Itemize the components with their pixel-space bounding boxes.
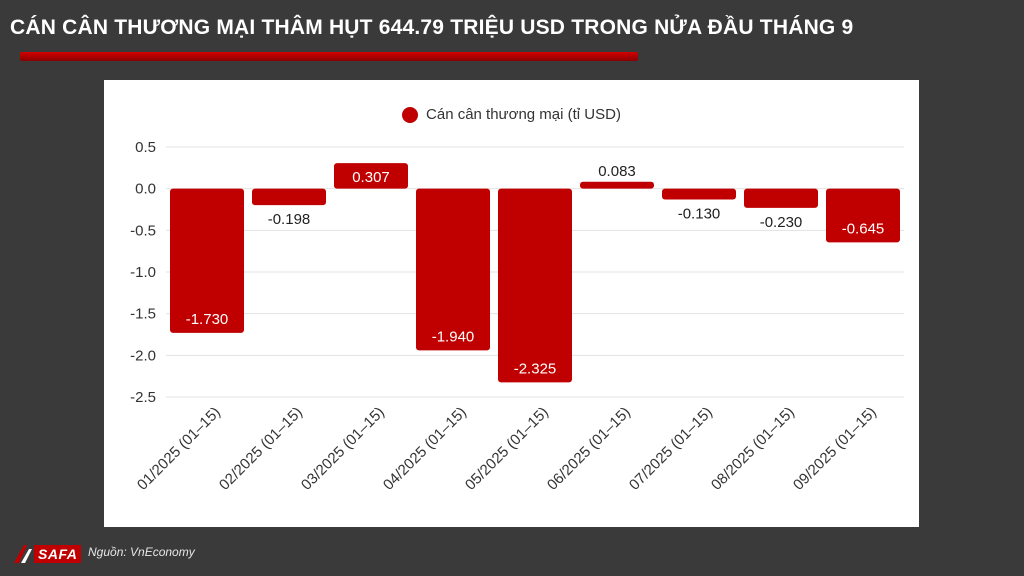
source-note: Nguồn: VnEconomy	[88, 545, 195, 559]
x-tick-label: 02/2025 (01–15)	[216, 404, 306, 494]
chart-legend: Cán cân thương mại (tỉ USD)	[104, 106, 919, 123]
data-label: -1.730	[186, 311, 229, 328]
data-label: -1.940	[432, 328, 475, 345]
bar	[498, 188, 572, 383]
bar	[580, 181, 654, 189]
bar-chart: 0.5 0.0 -0.5 -1.0 -1.5 -2.0 -2.5 -1.730 01/2025 …	[130, 139, 904, 494]
x-tick-label: 07/2025 (01–15)	[626, 404, 716, 494]
y-tick-label: -0.5	[130, 222, 156, 239]
bar	[744, 188, 818, 208]
data-label: -0.230	[760, 214, 803, 231]
x-tick-label: 03/2025 (01–15)	[298, 404, 388, 494]
y-tick-label: -2.5	[130, 389, 156, 406]
bar	[662, 188, 736, 200]
bar	[416, 188, 490, 351]
data-label: 0.083	[598, 163, 636, 180]
data-label: 0.307	[352, 169, 390, 186]
logo-text: SAFA	[34, 545, 82, 563]
data-label: -2.325	[514, 360, 557, 377]
title-underline	[20, 52, 638, 61]
bar	[252, 188, 326, 206]
y-tick-label: 0.5	[135, 139, 156, 156]
bar	[170, 188, 244, 333]
x-tick-label: 05/2025 (01–15)	[462, 404, 552, 494]
data-label: -0.645	[842, 220, 885, 237]
x-tick-label: 01/2025 (01–15)	[134, 404, 224, 494]
legend-swatch	[402, 106, 419, 123]
logo-mark-icon	[14, 545, 32, 563]
page-title: CÁN CÂN THƯƠNG MẠI THÂM HỤT 644.79 TRIỆU…	[10, 16, 854, 39]
legend-label: Cán cân thương mại (tỉ USD)	[426, 106, 621, 123]
bar	[334, 163, 408, 189]
data-label: -0.198	[268, 211, 311, 228]
x-tick-label: 04/2025 (01–15)	[380, 404, 470, 494]
data-label: -0.130	[678, 206, 721, 223]
y-tick-label: 0.0	[135, 181, 156, 198]
bar	[826, 188, 900, 243]
x-tick-label: 06/2025 (01–15)	[544, 404, 634, 494]
brand-logo: SAFA	[12, 541, 82, 567]
y-tick-label: -1.0	[130, 264, 156, 281]
x-tick-label: 08/2025 (01–15)	[708, 404, 798, 494]
y-tick-label: -1.5	[130, 306, 156, 323]
y-tick-label: -2.0	[130, 347, 156, 364]
x-tick-label: 09/2025 (01–15)	[790, 404, 880, 494]
chart-card: Cán cân thương mại (tỉ USD) 0.5 0.0 -0.5 -1…	[104, 80, 919, 527]
